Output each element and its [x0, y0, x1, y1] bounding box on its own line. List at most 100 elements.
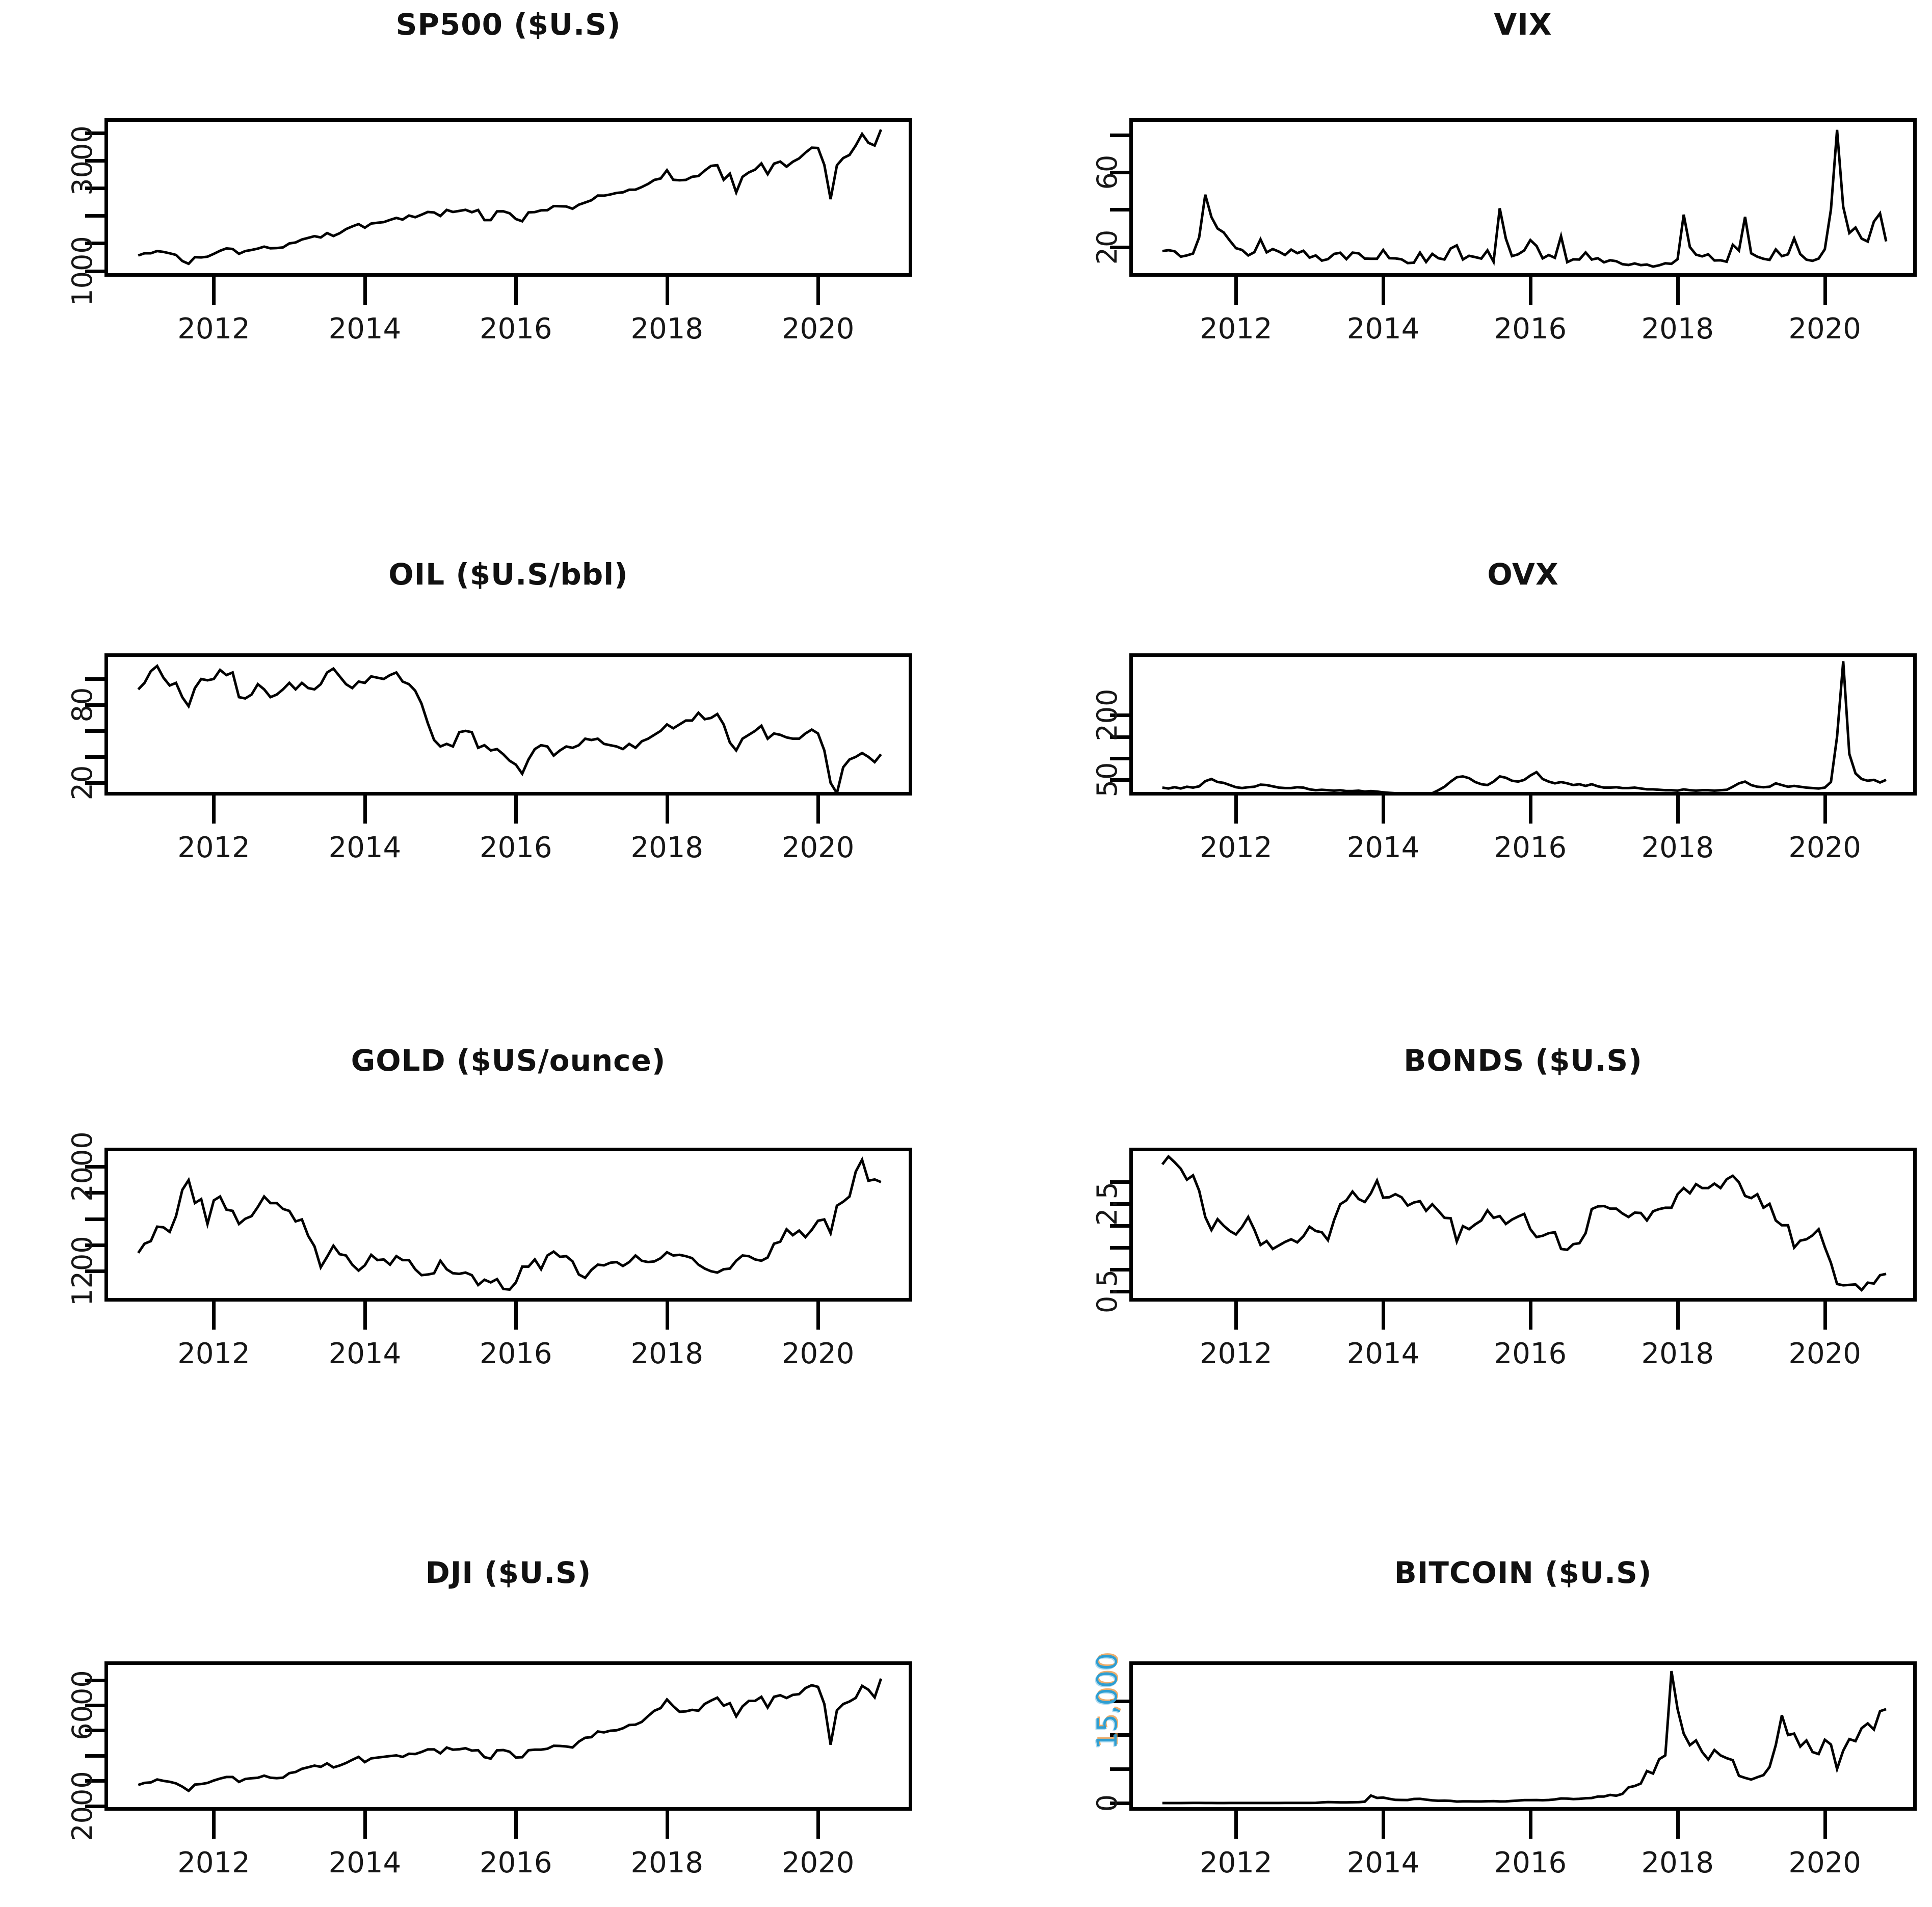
chart-title-vix: VIX [1494, 7, 1552, 42]
x-axis-year-label: 2016 [480, 312, 552, 346]
x-axis-year-label: 2020 [1788, 831, 1861, 864]
y-axis-tick [85, 1269, 104, 1274]
y-axis-tick [85, 1704, 104, 1707]
x-axis-tick [1528, 1811, 1532, 1839]
x-axis-tick [816, 1811, 821, 1839]
chart-panel-sp500: SP500 ($U.S) 3000 1000 2012 2014 2016 2018 202… [0, 0, 966, 477]
x-axis-tick [665, 796, 669, 824]
x-axis-tick [1382, 1811, 1386, 1839]
x-axis-tick [514, 1302, 518, 1330]
x-axis-tick [1823, 1811, 1827, 1839]
x-axis-tick [363, 796, 367, 824]
x-axis-year-label: 2020 [781, 831, 855, 864]
chart-panel-ovx: OVX 200 50 2012 2014 2016 2018 2020 [966, 476, 1932, 954]
x-axis-year-label: 2014 [328, 1337, 402, 1370]
y-axis-tick [85, 1191, 104, 1195]
y-axis-tick [85, 269, 104, 273]
price-line-gold [137, 1156, 882, 1291]
x-axis-year-label: 2020 [781, 312, 855, 346]
y-axis-tick [1110, 1224, 1129, 1228]
x-axis-year-label: 2018 [1641, 831, 1714, 864]
x-axis-tick [816, 796, 821, 824]
x-axis-tick [1676, 1811, 1680, 1839]
plot-area-bitcoin [1129, 1661, 1917, 1811]
x-axis-year-label: 2014 [1346, 312, 1420, 346]
chart-title-dji: DJI ($U.S) [425, 1555, 592, 1590]
x-axis-tick [1234, 277, 1238, 305]
x-axis-tick [1528, 277, 1532, 305]
price-line-bonds [1161, 1154, 1887, 1292]
chart-panel-bonds: BONDS ($U.S) 2.5 0.5 2012 2014 2016 2018 2020 [966, 954, 1932, 1431]
y-axis-tick [1110, 245, 1129, 249]
plot-area-vix [1129, 118, 1917, 277]
plot-area-sp500 [104, 118, 912, 277]
price-line-dji [138, 1678, 883, 1793]
x-axis-tick [212, 796, 216, 824]
chart-title-bitcoin: BITCOIN ($U.S) [1394, 1555, 1652, 1590]
x-axis-tick [514, 1811, 518, 1839]
y-axis-tick [85, 131, 104, 135]
x-axis-year-label: 2012 [1199, 1846, 1273, 1879]
x-axis-tick [1823, 796, 1827, 824]
x-axis-year-label: 2014 [328, 1846, 402, 1879]
y-axis-tick [85, 1804, 104, 1808]
x-axis-tick [1234, 1302, 1238, 1330]
y-axis-tick [85, 703, 104, 707]
x-axis-year-label: 2016 [1494, 1337, 1567, 1370]
x-axis-year-label: 2016 [1494, 831, 1567, 864]
x-axis-year-label: 2020 [1788, 312, 1861, 346]
y-axis-tick [85, 242, 104, 246]
x-axis-year-label: 2018 [1641, 1337, 1714, 1370]
x-axis-tick [212, 1811, 216, 1839]
plot-area-ovx [1129, 653, 1917, 796]
chart-panel-dji: DJI ($U.S) 6000 2000 2012 2014 2016 2018 2020 [0, 1430, 966, 1907]
y-axis-tick [1110, 735, 1129, 739]
x-axis-year-label: 2016 [1494, 1846, 1567, 1879]
x-axis-year-label: 2014 [328, 831, 402, 864]
x-axis-year-label: 2012 [177, 831, 250, 864]
y-axis-tick [1110, 1246, 1129, 1250]
y-axis-tick [85, 1754, 104, 1758]
chart-panel-gold: GOLD ($US/ounce) 2000 1200 2012 2014 2016 201… [0, 954, 966, 1431]
y-axis-tick-label: 0.5 [1091, 1269, 1123, 1314]
x-axis-year-label: 2014 [1346, 831, 1420, 864]
x-axis-year-label: 2014 [1346, 1846, 1420, 1879]
x-axis-tick [665, 1302, 669, 1330]
x-axis-tick [1823, 277, 1827, 305]
x-axis-year-label: 2018 [1641, 312, 1714, 346]
x-axis-tick [1528, 1302, 1532, 1330]
x-axis-year-label: 2012 [1199, 831, 1273, 864]
plot-area-dji [104, 1661, 912, 1811]
x-axis-tick [816, 277, 821, 305]
plot-area-gold [104, 1148, 912, 1302]
x-axis-year-label: 2018 [630, 831, 703, 864]
x-axis-tick [665, 1811, 669, 1839]
price-line-ovx [1162, 661, 1887, 792]
x-axis-year-label: 2020 [1788, 1846, 1861, 1879]
price-line-bitcoin [1162, 1671, 1887, 1805]
x-axis-year-label: 2018 [630, 312, 703, 346]
x-axis-year-label: 2014 [328, 312, 402, 346]
y-axis-tick [85, 1729, 104, 1733]
x-axis-tick [1676, 1302, 1680, 1330]
y-axis-tick [85, 781, 104, 785]
x-axis-tick [514, 796, 518, 824]
x-axis-tick [1382, 277, 1386, 305]
y-axis-tick-label: 20 [1091, 229, 1123, 265]
y-axis-tick [1110, 1767, 1129, 1771]
x-axis-year-label: 2020 [781, 1337, 855, 1370]
x-axis-year-label: 2012 [1199, 312, 1273, 346]
y-axis-tick-label: 0 [1091, 1794, 1123, 1812]
y-axis-tick [1110, 1268, 1129, 1272]
price-line-vix [1162, 129, 1888, 268]
y-axis-tick [85, 1243, 104, 1248]
x-axis-year-label: 2012 [177, 1846, 250, 1879]
y-axis-tick [85, 677, 104, 681]
x-axis-tick [1234, 796, 1238, 824]
y-axis-tick [85, 755, 104, 759]
x-axis-year-label: 2014 [1346, 1337, 1420, 1370]
y-axis-tick-label: 20 [66, 765, 98, 801]
x-axis-tick [1382, 1302, 1386, 1330]
y-axis-tick-label: 2000 [66, 1770, 98, 1841]
